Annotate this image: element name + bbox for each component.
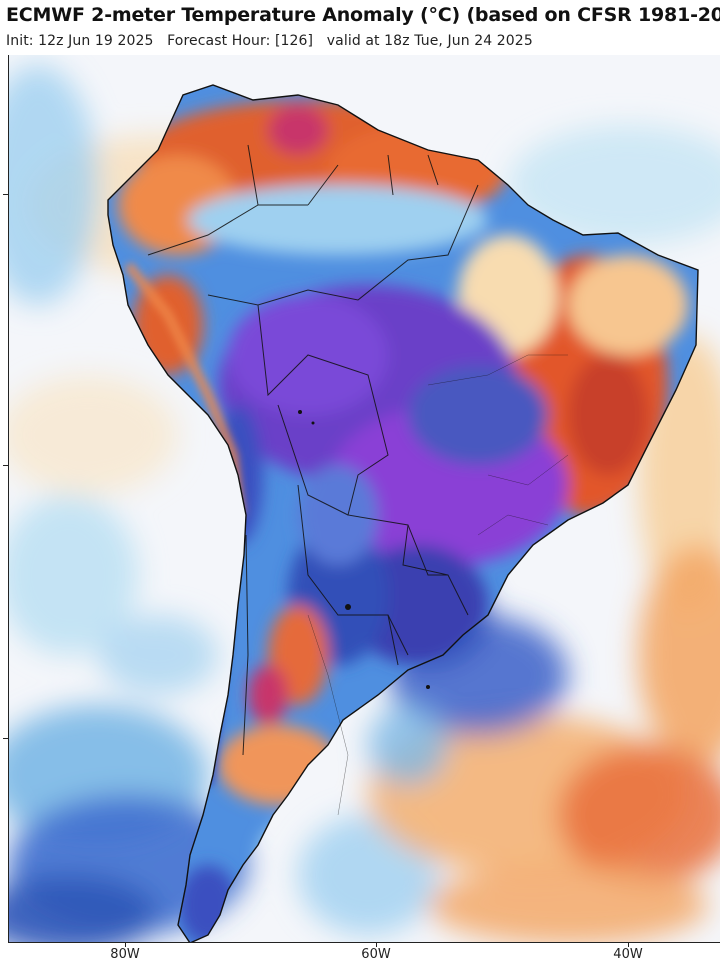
lon-label-80w: 80W	[110, 947, 140, 962]
lon-label-60w: 60W	[361, 947, 391, 962]
init-time: Init: 12z Jun 19 2025	[6, 33, 154, 49]
map-frame-bottom	[8, 942, 720, 943]
lon-tick	[376, 942, 377, 947]
lon-tick	[125, 942, 126, 947]
map-frame-left	[8, 55, 9, 943]
lon-label-40w: 40W	[613, 947, 643, 962]
map-subtitle: Init: 12z Jun 19 2025 Forecast Hour: [12…	[6, 33, 533, 49]
lon-tick	[628, 942, 629, 947]
valid-time: valid at 18z Tue, Jun 24 2025	[326, 33, 533, 49]
lat-tick	[3, 194, 8, 195]
map-title: ECMWF 2-meter Temperature Anomaly (°C) (…	[6, 4, 720, 26]
lat-tick	[3, 465, 8, 466]
anomaly-map	[8, 55, 720, 943]
lat-tick	[3, 738, 8, 739]
forecast-hour: Forecast Hour: [126]	[167, 33, 314, 49]
